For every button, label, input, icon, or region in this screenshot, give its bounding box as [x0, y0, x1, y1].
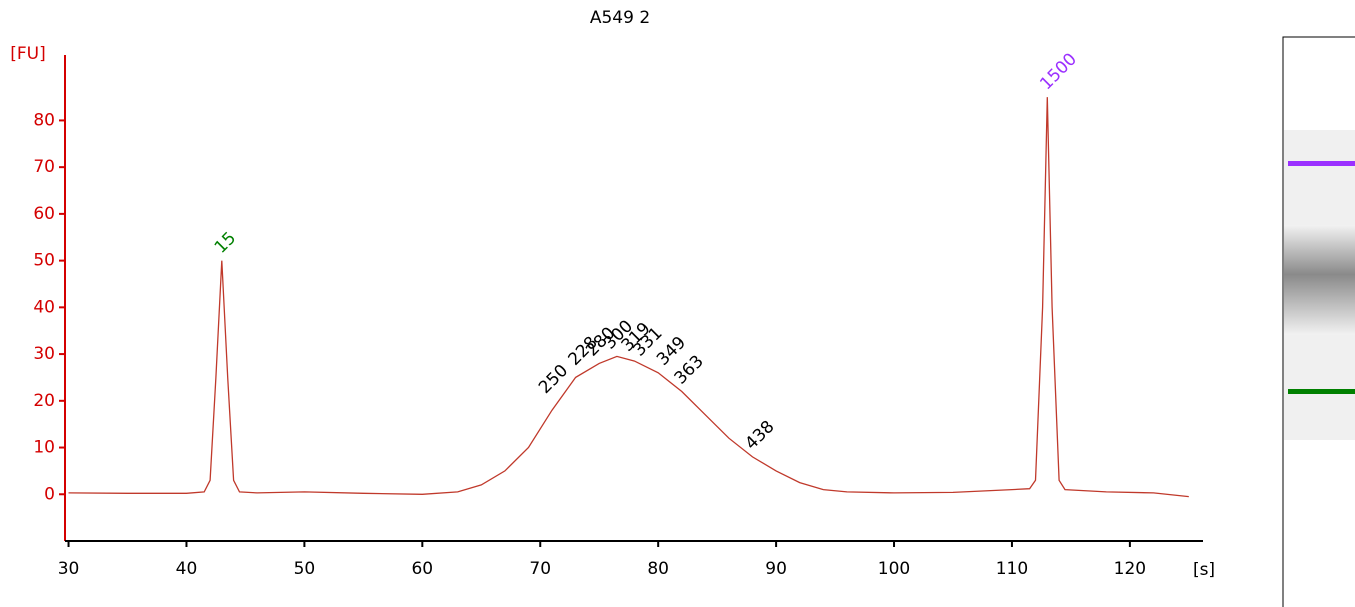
- y-tick-label: 30: [33, 344, 55, 364]
- x-tick-label: 40: [176, 559, 198, 579]
- peak-label: 250: [535, 361, 572, 398]
- trace: [68, 97, 1189, 498]
- gel-band-upper: [1288, 161, 1355, 166]
- peak-label: 15: [211, 228, 240, 257]
- gel-band-lower: [1288, 389, 1355, 394]
- y-tick-label: 10: [33, 438, 55, 458]
- chart-title: A549 2: [590, 8, 650, 28]
- y-axis-label: [FU]: [10, 44, 46, 64]
- peak-label: 438: [741, 417, 778, 454]
- y-tick-label: 70: [33, 157, 55, 177]
- x-tick-label: 50: [294, 559, 316, 579]
- x-tick-label: 30: [58, 559, 80, 579]
- y-tick-label: 0: [44, 484, 55, 504]
- gel-smear: [1284, 225, 1355, 335]
- x-tick-label: 100: [878, 559, 910, 579]
- y-tick-label: 40: [33, 297, 55, 317]
- y-tick-label: 80: [33, 110, 55, 130]
- x-tick-label: 70: [529, 559, 551, 579]
- x-tick-label: 60: [411, 559, 433, 579]
- x-tick-label: 90: [765, 559, 787, 579]
- peak-label: 1500: [1036, 49, 1081, 94]
- x-tick-label: 120: [1114, 559, 1146, 579]
- gel-lane: [1282, 36, 1355, 607]
- x-axis-label: [s]: [1193, 560, 1215, 580]
- x-tick-label: 80: [647, 559, 669, 579]
- y-tick-label: 20: [33, 391, 55, 411]
- y-tick-label: 60: [33, 204, 55, 224]
- x-tick-label: 110: [996, 559, 1028, 579]
- y-tick-label: 50: [33, 251, 55, 271]
